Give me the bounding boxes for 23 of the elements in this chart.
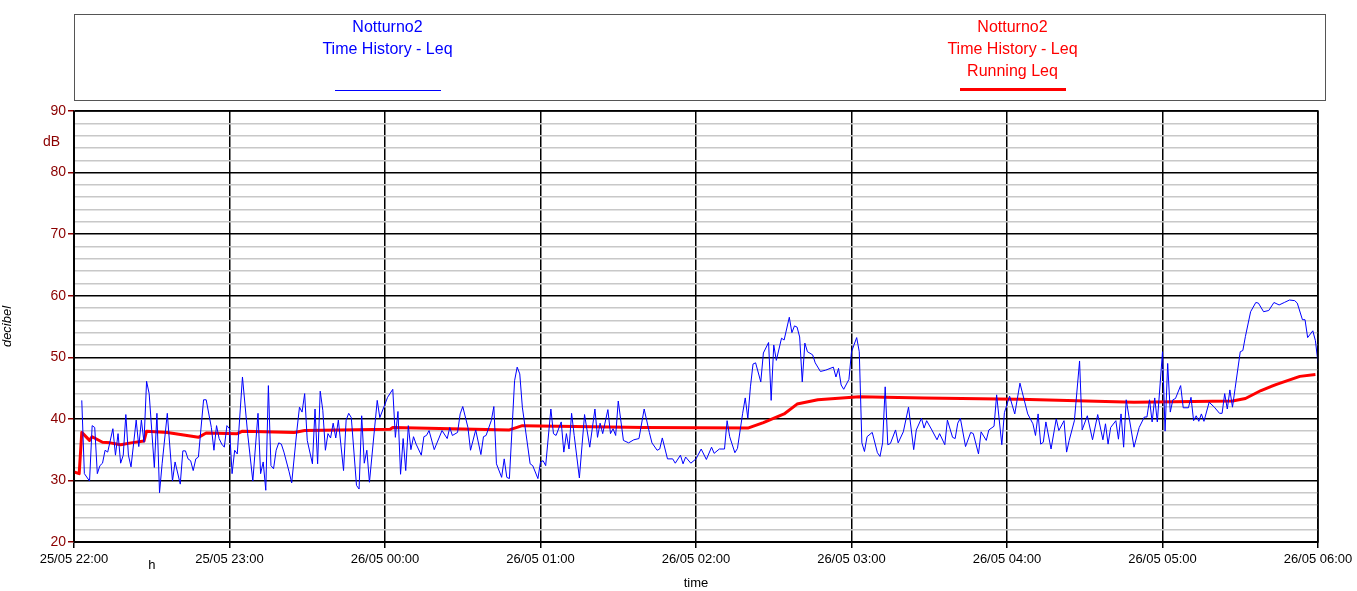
x-tick-label: 25/05 22:00 — [39, 551, 109, 567]
y-tick-label: 80 — [50, 163, 67, 180]
y-tick-label: 70 — [50, 225, 67, 241]
x-tick-label: 26/05 03:00 — [817, 551, 886, 567]
x-tick-label: 26/05 04:00 — [972, 551, 1042, 567]
x-tick-label: 26/05 06:00 — [1283, 551, 1353, 567]
x-tick-label: 26/05 02:00 — [661, 551, 731, 567]
text: Notturno2 Time History - Leq — [322, 17, 453, 59]
y-tick-label: 20 — [50, 532, 67, 549]
y-tick-label: 60 — [50, 286, 67, 303]
y-axis-title: decibel — [0, 304, 15, 348]
y-tick-label: 40 — [50, 409, 67, 426]
text: h — [148, 557, 156, 573]
text: Notturno2 Time History - Leq Running Leq — [947, 17, 1078, 81]
x-tick-label: 26/05 00:00 — [350, 551, 420, 567]
x-tick-label: 25/05 23:00 — [195, 551, 264, 567]
y-tick-label: 30 — [50, 471, 67, 488]
y-tick-label: 50 — [50, 348, 67, 365]
y-tick-label: 90 — [50, 101, 67, 118]
x-axis-title: time — [683, 574, 709, 590]
x-tick-label: 26/05 05:00 — [1128, 551, 1197, 567]
text: dB — [42, 132, 60, 149]
x-tick-label: 26/05 01:00 — [506, 551, 575, 567]
